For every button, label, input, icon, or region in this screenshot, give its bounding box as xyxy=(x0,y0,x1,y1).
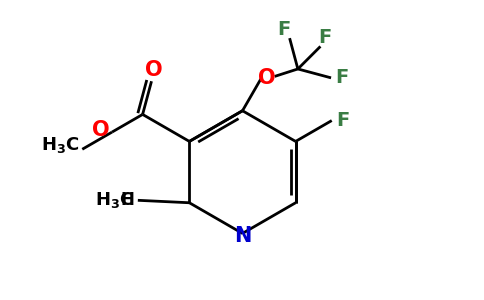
Text: $\mathregular{H_3}$C: $\mathregular{H_3}$C xyxy=(41,135,80,155)
Text: O: O xyxy=(92,120,110,140)
Text: O: O xyxy=(145,60,163,80)
Text: H: H xyxy=(120,191,134,209)
Text: $\mathregular{H_3C}$: $\mathregular{H_3C}$ xyxy=(95,190,134,210)
Text: F: F xyxy=(318,28,332,47)
Text: F: F xyxy=(277,20,290,39)
Text: O: O xyxy=(258,68,275,88)
Text: F: F xyxy=(336,111,349,130)
Text: N: N xyxy=(234,226,251,246)
Text: F: F xyxy=(335,68,348,87)
